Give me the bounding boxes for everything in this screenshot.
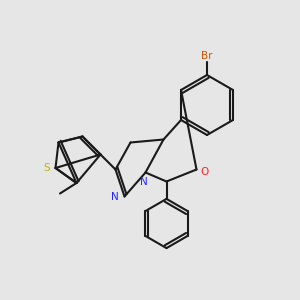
Text: N: N [140, 177, 148, 187]
Text: Br: Br [201, 51, 213, 61]
Text: S: S [44, 163, 50, 173]
Text: O: O [200, 167, 208, 177]
Text: N: N [111, 192, 119, 202]
